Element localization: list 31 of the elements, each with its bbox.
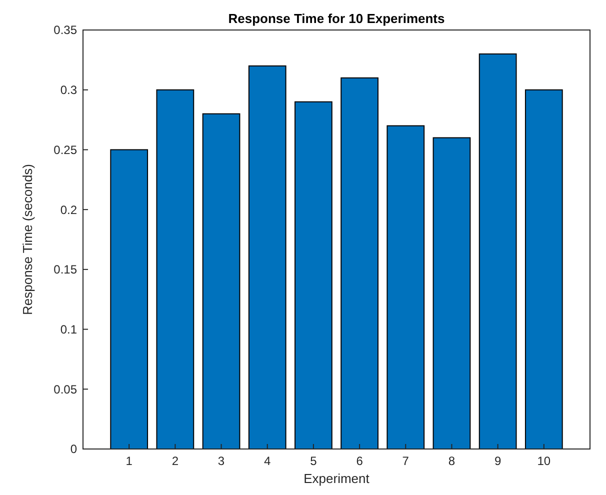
x-tick-label: 5 <box>310 454 318 468</box>
x-tick-label: 7 <box>402 454 410 468</box>
y-tick-label: 0.05 <box>54 382 78 396</box>
bar <box>202 113 240 450</box>
x-tick-label: 3 <box>218 454 225 468</box>
bar <box>478 53 517 450</box>
chart-title: Response Time for 10 Experiments <box>228 11 445 26</box>
bar <box>294 101 332 450</box>
y-tick-label: 0.35 <box>54 23 78 38</box>
x-tick-label: 1 <box>126 454 133 468</box>
bar <box>156 89 194 450</box>
bar <box>340 77 378 450</box>
y-tick-label: 0.25 <box>54 142 78 157</box>
y-tick-label: 0.15 <box>54 262 78 277</box>
bar <box>110 149 148 450</box>
y-axis-title: Response Time (seconds) <box>20 164 35 316</box>
bar <box>432 137 471 450</box>
y-tick-label: 0.1 <box>60 322 78 336</box>
x-tick-label: 4 <box>264 454 272 468</box>
y-tick-label: 0.2 <box>60 202 78 217</box>
y-tick-label: 0 <box>70 442 78 456</box>
x-tick-label: 6 <box>356 454 364 468</box>
bar <box>524 89 563 450</box>
y-tick-label: 0.3 <box>60 83 78 98</box>
x-tick-label: 9 <box>494 454 502 468</box>
x-tick-label: 2 <box>172 454 179 468</box>
x-tick-label: 10 <box>537 454 551 468</box>
bar <box>386 125 425 450</box>
bar <box>248 65 286 450</box>
x-tick-label: 8 <box>448 454 456 468</box>
x-axis-title: Experiment <box>304 471 370 486</box>
